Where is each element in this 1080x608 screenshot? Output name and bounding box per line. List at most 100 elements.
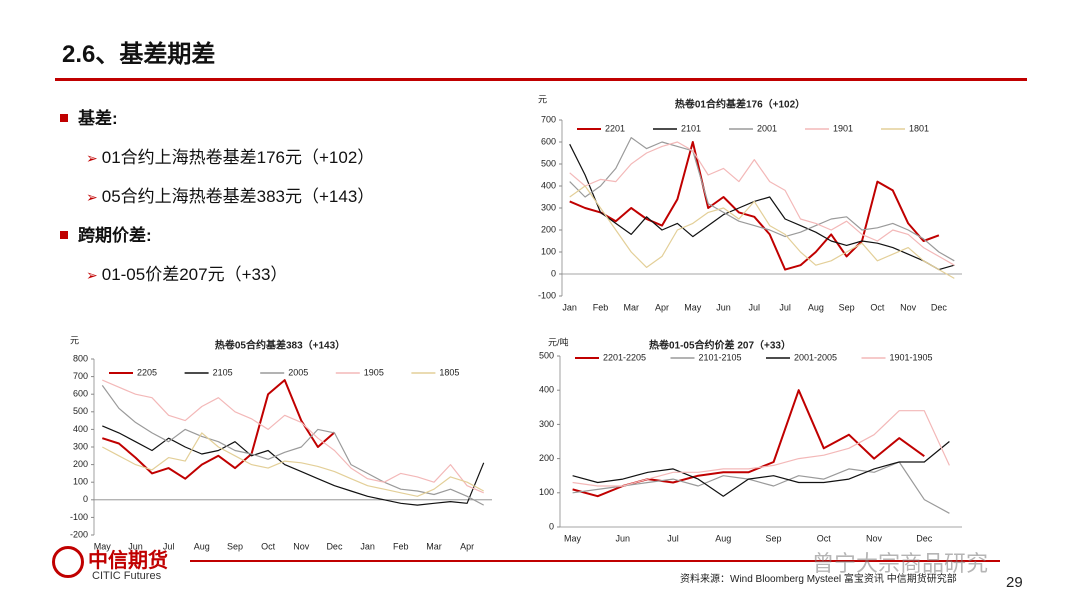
legend-label: 2001 [757,123,777,133]
y-tick-label: 600 [541,136,556,146]
y-tick-label: 400 [541,180,556,190]
y-tick-label: 700 [73,371,88,381]
legend-label: 1801 [909,123,929,133]
y-tick-label: 300 [541,202,556,212]
x-tick-label: Nov [293,541,310,551]
x-tick-label: Jul [749,302,761,312]
series-line [101,385,484,506]
series-line [572,389,925,498]
x-tick-label: Jul [667,533,679,543]
bullet-item: 01-05价差207元（+33） [86,260,480,285]
legend-label: 2001-2005 [794,352,837,362]
bullets: 基差: 01合约上海热卷基差176元（+102） 05合约上海热卷基差383元（… [60,104,480,299]
x-tick-label: May [94,541,112,551]
x-tick-label: Aug [194,541,210,551]
series-line [569,185,955,279]
y-tick-label: 0 [551,268,556,278]
logo-icon [52,546,84,578]
series-line [569,137,955,262]
x-tick-label: Jan [360,541,375,551]
x-tick-label: Jun [716,302,731,312]
x-tick-label: Feb [593,302,609,312]
x-tick-label: Dec [931,302,948,312]
legend-label: 2201-2205 [603,352,646,362]
watermark: 曾宁大宗商品研究 [812,551,989,576]
legend-label: 2105 [213,367,233,377]
series-line [572,410,950,487]
chart-title: 热卷01-05合约价差 207（+33） [649,339,791,352]
series-line [569,143,955,271]
y-tick-label: 0 [549,521,554,531]
y-tick-label: 200 [539,453,554,463]
slide-title: 2.6、基差期差 [62,41,216,68]
y-tick-label: 100 [541,246,556,256]
x-tick-label: Oct [817,533,832,543]
legend-label: 2101 [681,123,701,133]
x-tick-label: Sep [227,541,243,551]
legend-label: 2201 [605,123,625,133]
y-unit: 元 [538,94,547,104]
y-tick-label: 500 [539,350,554,360]
y-tick-label: -200 [70,529,88,539]
series-line [102,432,484,497]
y-tick-label: 500 [541,158,556,168]
bullet-item: 05合约上海热卷基差383元（+143） [86,182,480,207]
x-tick-label: May [684,302,702,312]
x-tick-label: Dec [326,541,343,551]
title-rule [55,78,1027,81]
y-tick-label: 100 [539,487,554,497]
y-tick-label: 300 [539,419,554,429]
y-tick-label: 600 [73,389,88,399]
x-tick-label: Apr [460,541,474,551]
y-tick-label: 700 [541,114,556,124]
y-tick-label: 200 [541,224,556,234]
x-tick-label: Apr [655,302,669,312]
legend-label: 1901 [833,123,853,133]
x-tick-label: Dec [916,533,933,543]
legend-label: 1901-1905 [890,352,933,362]
x-tick-label: Mar [623,302,639,312]
chart-title: 热卷01合约基差176（+102） [675,98,805,111]
x-tick-label: Jun [616,533,631,543]
page-number: 29 [1006,574,1023,591]
legend-label: 2005 [288,367,308,377]
x-tick-label: Jan [562,302,577,312]
x-tick-label: Jun [128,541,143,551]
x-tick-label: May [564,533,582,543]
series-line [101,379,336,480]
y-tick-label: 0 [83,494,88,504]
y-tick-label: -100 [538,290,556,300]
logo: 中信期货 [88,548,168,572]
y-tick-label: 400 [539,385,554,395]
bullet-heading: 跨期价差: [60,221,480,246]
y-tick-label: 400 [73,424,88,434]
x-tick-label: Sep [766,533,782,543]
y-tick-label: -100 [70,512,88,522]
source: 资料来源：Wind Bloomberg Mysteel 富宝资讯 中信期货研究部 [680,574,957,585]
x-tick-label: Oct [870,302,885,312]
x-tick-label: Jul [163,541,175,551]
x-tick-label: Nov [900,302,917,312]
bullet-item: 01合约上海热卷基差176元（+102） [86,143,480,168]
y-tick-label: 200 [73,459,88,469]
logo-en: CITIC Futures [92,570,162,582]
x-tick-label: Jul [779,302,791,312]
legend-label: 2101-2105 [699,352,742,362]
y-unit: 元 [70,335,79,345]
x-tick-label: Feb [393,541,409,551]
y-tick-label: 800 [73,353,88,363]
series-line [569,141,955,266]
x-tick-label: Nov [866,533,883,543]
x-tick-label: Sep [839,302,855,312]
x-tick-label: Mar [426,541,442,551]
series-line [569,141,940,271]
y-tick-label: 500 [73,406,88,416]
x-tick-label: Oct [261,541,276,551]
legend-label: 2205 [137,367,157,377]
legend-label: 1905 [364,367,384,377]
y-tick-label: 300 [73,441,88,451]
legend-label: 1805 [439,367,459,377]
chart-title: 热卷05合约基差383（+143） [215,339,345,352]
